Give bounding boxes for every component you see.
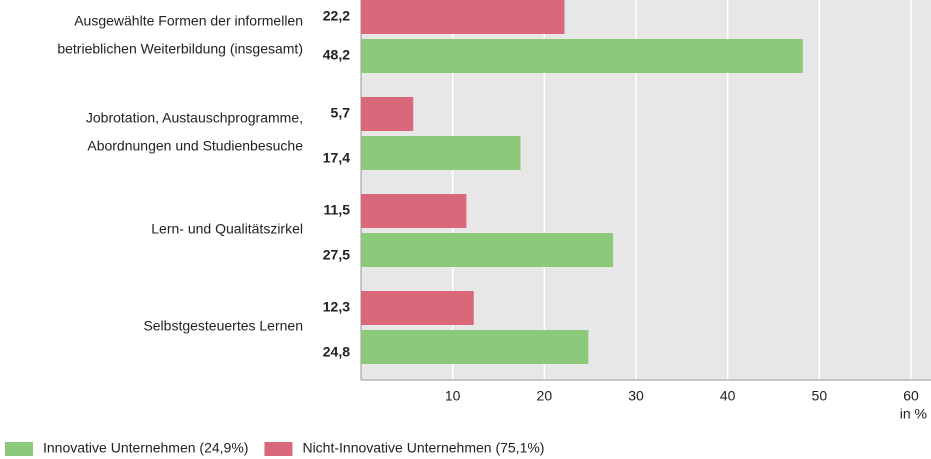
legend-swatch: [5, 442, 33, 456]
category-label: Jobrotation, Austauschprogramme,: [86, 110, 303, 126]
value-label: 17,4: [323, 150, 350, 166]
x-tick-label: 10: [445, 388, 461, 404]
x-tick-label: 20: [537, 388, 553, 404]
bar: [361, 194, 467, 228]
value-label: 11,5: [324, 202, 351, 218]
value-label: 24,8: [323, 344, 350, 360]
x-tick-label: 40: [720, 388, 736, 404]
category-label: betrieblichen Weiterbildung (insgesamt): [57, 41, 303, 57]
category-label: Lern- und Qualitätszirkel: [151, 221, 303, 237]
value-label: 5,7: [331, 105, 351, 121]
bar: [361, 97, 414, 131]
bar: [361, 233, 614, 267]
bar: [361, 0, 565, 34]
value-label: 27,5: [323, 247, 350, 263]
bar: [361, 330, 589, 364]
category-label: Ausgewählte Formen der informellen: [74, 13, 303, 29]
x-tick-label: 60: [903, 388, 919, 404]
x-axis-unit: in %: [900, 406, 927, 422]
x-tick-label: 50: [812, 388, 828, 404]
bar: [361, 39, 803, 73]
bar: [361, 136, 521, 170]
legend-swatch: [264, 442, 293, 456]
category-label: Abordnungen und Studienbesuche: [87, 138, 303, 154]
legend-label: Innovative Unternehmen (24,9%): [43, 440, 248, 456]
category-label: Selbstgesteuertes Lernen: [143, 318, 303, 334]
x-tick-label: 30: [628, 388, 644, 404]
value-label: 12,3: [323, 299, 350, 315]
legend-label: Nicht-Innovative Unternehmen (75,1%): [302, 440, 544, 456]
bar: [361, 291, 474, 325]
value-label: 22,2: [323, 8, 350, 24]
value-label: 48,2: [323, 47, 350, 63]
